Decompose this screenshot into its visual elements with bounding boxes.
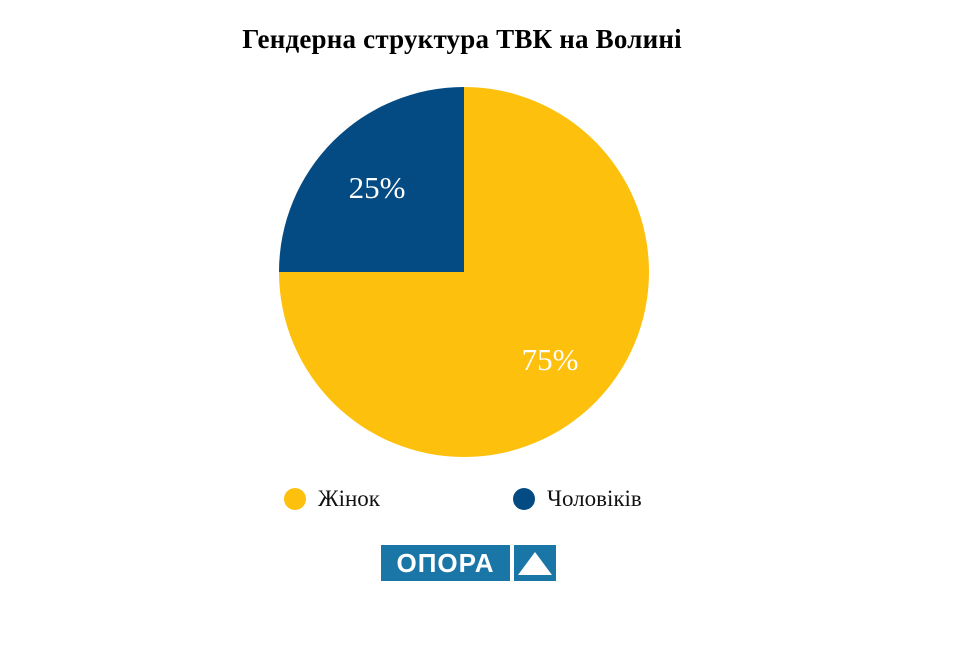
opora-logo-mark: [514, 545, 556, 581]
pie-slice-label-women: 75%: [521, 342, 579, 377]
legend-label-men: Чоловіків: [547, 486, 642, 511]
chart-title: Гендерна структура ТВК на Волині: [242, 24, 682, 54]
legend-swatch-men-icon: [513, 488, 535, 510]
pie-slice-men: [279, 87, 464, 272]
pie-slice-label-men: 25%: [348, 170, 406, 205]
opora-logo: ОПОРА: [381, 545, 556, 581]
legend-label-women: Жінок: [318, 486, 380, 511]
legend-item-women: Жінок: [284, 486, 380, 511]
legend-swatch-women-icon: [284, 488, 306, 510]
pie-chart: [279, 87, 649, 457]
opora-logo-text: ОПОРА: [381, 545, 510, 581]
legend-item-men: Чоловіків: [513, 486, 642, 511]
triangle-up-icon: [518, 551, 552, 575]
